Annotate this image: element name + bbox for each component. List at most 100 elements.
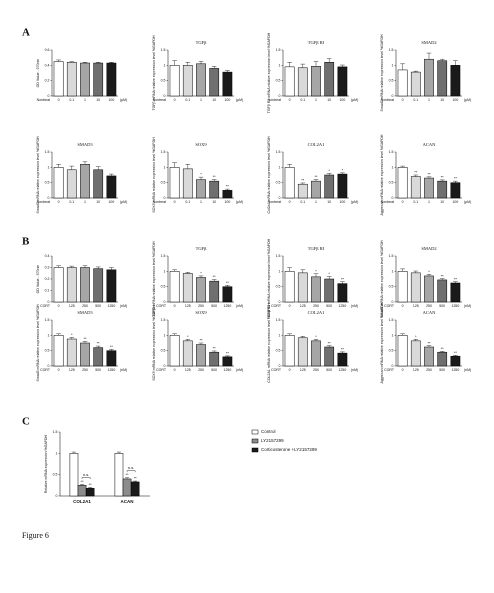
unit-label: (μM) bbox=[351, 98, 358, 102]
chart-title: TGFβ RI bbox=[308, 40, 325, 45]
y-tick-label: 1.5 bbox=[53, 430, 58, 434]
y-axis-label: COL2A1 mRNA relative expression level %G… bbox=[267, 303, 271, 383]
x-tick-label: 1 bbox=[200, 98, 202, 102]
bar bbox=[169, 65, 180, 97]
x-tick-label: 1 bbox=[428, 98, 430, 102]
bar bbox=[182, 340, 193, 367]
y-tick-label: 1 bbox=[48, 333, 50, 337]
x-tick-label: 10 bbox=[212, 98, 216, 102]
x-tick-label: 1250 bbox=[108, 304, 116, 308]
bar bbox=[284, 271, 295, 303]
unit-label: (μM) bbox=[120, 200, 127, 204]
y-tick-label: 0 bbox=[48, 196, 50, 200]
y-tick-label: 0.5 bbox=[389, 285, 394, 289]
row-label: CORT bbox=[384, 368, 395, 372]
y-axis-label: Smad2 mRNA relative expression level %GA… bbox=[380, 240, 384, 318]
chart-title: SMAD2 bbox=[421, 246, 436, 251]
bar bbox=[284, 335, 295, 367]
x-tick-label: 1 bbox=[315, 98, 317, 102]
x-tick-label: 250 bbox=[426, 368, 432, 372]
panel-label: C bbox=[22, 416, 30, 428]
y-tick-label: 1.5 bbox=[389, 150, 394, 154]
y-axis-label: Aggrecan mRNA relative expression level … bbox=[380, 302, 384, 383]
y-axis-label: Smad3 mRNA relative expression level %GA… bbox=[36, 304, 40, 382]
y-tick-label: 0.2 bbox=[45, 79, 50, 83]
y-tick-label: 0 bbox=[392, 196, 394, 200]
bar bbox=[53, 167, 64, 199]
x-tick-label: 250 bbox=[426, 304, 432, 308]
x-tick-label: 0.1 bbox=[413, 98, 418, 102]
bar bbox=[337, 66, 348, 97]
unit-label: (μM) bbox=[351, 200, 358, 204]
y-tick-label: 1 bbox=[164, 269, 166, 273]
x-tick-label: 250 bbox=[313, 304, 319, 308]
significance: * bbox=[328, 271, 330, 276]
x-tick-label: 10 bbox=[440, 200, 444, 204]
y-tick-label: 0.5 bbox=[389, 181, 394, 185]
y-tick-label: 1 bbox=[48, 165, 50, 169]
bar bbox=[196, 344, 206, 367]
x-tick-label: 100 bbox=[452, 98, 458, 102]
bar bbox=[410, 71, 421, 97]
x-tick-label: 0 bbox=[58, 200, 60, 204]
bar bbox=[450, 182, 461, 199]
legend-label: Control bbox=[261, 429, 276, 434]
bar bbox=[53, 335, 64, 367]
unit-label: (nM) bbox=[351, 304, 358, 308]
x-tick-label: 100 bbox=[339, 98, 345, 102]
y-tick-label: 0 bbox=[392, 94, 394, 98]
y-tick-label: 0 bbox=[392, 364, 394, 368]
significance: ** bbox=[83, 336, 87, 341]
y-axis-label: TGFβ mRNA relative expression level %GAP… bbox=[152, 241, 156, 316]
bar bbox=[53, 267, 64, 303]
y-axis-label: SOX9 mRNA relative expression level %GAP… bbox=[152, 305, 156, 381]
significance: ** bbox=[226, 184, 230, 189]
legend-label: LY2157299 bbox=[261, 438, 284, 443]
x-tick-label: 250 bbox=[313, 368, 319, 372]
y-tick-label: 1 bbox=[164, 165, 166, 169]
bar bbox=[66, 267, 77, 303]
bar bbox=[397, 335, 408, 367]
significance: ** bbox=[301, 178, 305, 183]
x-tick-label: 1250 bbox=[224, 304, 232, 308]
unit-label: (nM) bbox=[120, 368, 127, 372]
bar bbox=[69, 453, 79, 497]
y-tick-label: 1.5 bbox=[389, 318, 394, 322]
y-axis-label: Col2a1 mRNA relative expression level %G… bbox=[267, 136, 271, 214]
bar bbox=[80, 342, 90, 367]
y-tick-label: 0 bbox=[164, 94, 166, 98]
y-axis-label: Smad2 mRNA relative expression level %GA… bbox=[380, 34, 384, 112]
x-tick-label: 10 bbox=[96, 98, 100, 102]
bar bbox=[66, 338, 77, 367]
row-label: CORT bbox=[40, 368, 51, 372]
bar bbox=[450, 65, 461, 97]
bar bbox=[122, 478, 132, 497]
y-axis-label: TGFβ mRNA relative expression level %GAP… bbox=[152, 35, 156, 110]
x-tick-label: 0 bbox=[402, 368, 404, 372]
row-label: CORT bbox=[40, 304, 51, 308]
bar bbox=[410, 176, 421, 199]
x-tick-label: 125 bbox=[413, 304, 419, 308]
x-tick-label: 1250 bbox=[339, 368, 347, 372]
y-tick-label: 0.5 bbox=[276, 349, 281, 353]
bar bbox=[80, 164, 90, 199]
x-tick-label: 1250 bbox=[108, 368, 116, 372]
significance: ** bbox=[226, 280, 230, 285]
bar bbox=[130, 481, 140, 497]
bar bbox=[410, 340, 421, 367]
y-tick-label: 0.6 bbox=[45, 48, 50, 52]
x-tick-label: 0.1 bbox=[185, 200, 190, 204]
y-tick-label: 0 bbox=[48, 300, 50, 304]
bar bbox=[66, 62, 77, 97]
bar bbox=[106, 350, 117, 367]
unit-label: (nM) bbox=[236, 368, 243, 372]
y-axis-label: SOX9 mRNA relative expression level %GAP… bbox=[152, 137, 156, 213]
panel-label: A bbox=[22, 27, 30, 39]
figure-caption: Figure 6 bbox=[22, 531, 49, 540]
panel-label: B bbox=[22, 236, 30, 248]
bar bbox=[169, 167, 180, 199]
y-axis-label: Smad3 mRNA relative expression level %GA… bbox=[36, 136, 40, 214]
significance: ** bbox=[80, 479, 84, 484]
unit-label: (μM) bbox=[120, 98, 127, 102]
significance: ** bbox=[89, 482, 93, 487]
